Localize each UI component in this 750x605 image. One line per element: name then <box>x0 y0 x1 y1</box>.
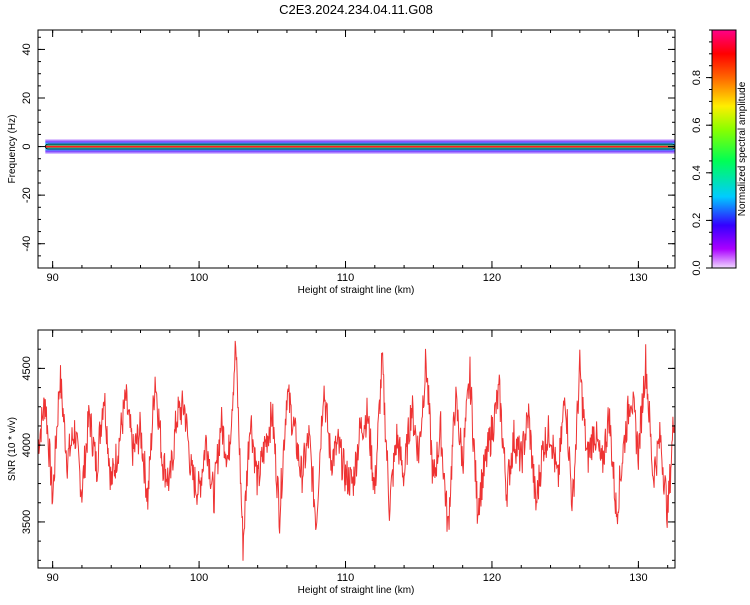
spectral-band-outline <box>44 143 675 150</box>
spectrogram-panel: 90 100 110 120 130 40 20 0 -20 -40 Height of str… <box>7 29 676 296</box>
snr-x-tick-label: 90 <box>47 572 59 584</box>
snr-y-tick-label: 4000 <box>21 433 33 457</box>
spectrogram-x-axis-label: Height of straight line (km) <box>298 285 415 296</box>
spectrogram-x-tick-label: 120 <box>483 272 501 284</box>
colorbar-tick-label: 0.0 <box>691 260 703 275</box>
colorbar-tick-label: 0.2 <box>691 213 703 228</box>
spectrogram-x-tick-label: 110 <box>337 272 355 284</box>
snr-y-tick-label: 4500 <box>21 356 33 380</box>
colorbar-tick-label: 0.8 <box>691 70 703 85</box>
snr-x-axis-label: Height of straight line (km) <box>298 585 415 596</box>
snr-series-line <box>38 340 675 561</box>
spectrogram-x-tick-label: 100 <box>190 272 208 284</box>
snr-x-ticks: 90 100 110 120 130 <box>47 330 669 584</box>
spectrogram-y-tick-label: 20 <box>21 92 33 104</box>
snr-x-tick-label: 100 <box>190 572 208 584</box>
spectrogram-y-axis-label: Frequency (Hz) <box>7 115 18 184</box>
snr-panel: 90 100 110 120 130 3500 4000 4500 Height of st… <box>7 329 676 596</box>
colorbar-tick-label: 0.6 <box>691 118 703 133</box>
colorbar-gradient <box>711 29 737 269</box>
spectrogram-frame <box>37 29 676 269</box>
spectrogram-y-ticks: 40 20 0 -20 -40 <box>21 36 675 269</box>
snr-x-tick-label: 130 <box>629 572 647 584</box>
colorbar: 0.0 0.2 0.4 0.6 0.8 Normalized spectral ampl… <box>691 29 748 276</box>
snr-x-tick-label: 120 <box>483 572 501 584</box>
spectrogram-y-tick-label: 0 <box>21 144 33 150</box>
colorbar-tick-label: 0.4 <box>691 165 703 180</box>
spectrogram-y-tick-label: -20 <box>21 187 33 203</box>
spectrogram-y-tick-label: 40 <box>21 43 33 55</box>
snr-frame <box>37 329 676 569</box>
snr-y-tick-label: 3500 <box>21 510 33 534</box>
spectrogram-y-tick-label: -40 <box>21 236 33 252</box>
chart-title: C2E3.2024.234.04.11.G08 <box>279 2 433 17</box>
spectrogram-x-tick-label: 130 <box>629 272 647 284</box>
snr-x-tick-label: 110 <box>337 572 355 584</box>
spectrogram-x-tick-label: 90 <box>47 272 59 284</box>
snr-y-ticks: 3500 4000 4500 <box>21 329 675 561</box>
snr-y-axis-label: SNR (10 * v/v) <box>7 417 18 481</box>
spectrogram-x-ticks: 90 100 110 120 130 <box>47 30 669 284</box>
heatmap-layer <box>44 139 675 154</box>
colorbar-label: Normalized spectral amplitude <box>737 81 748 216</box>
colorbar-ticks: 0.0 0.2 0.4 0.6 0.8 <box>691 29 712 276</box>
